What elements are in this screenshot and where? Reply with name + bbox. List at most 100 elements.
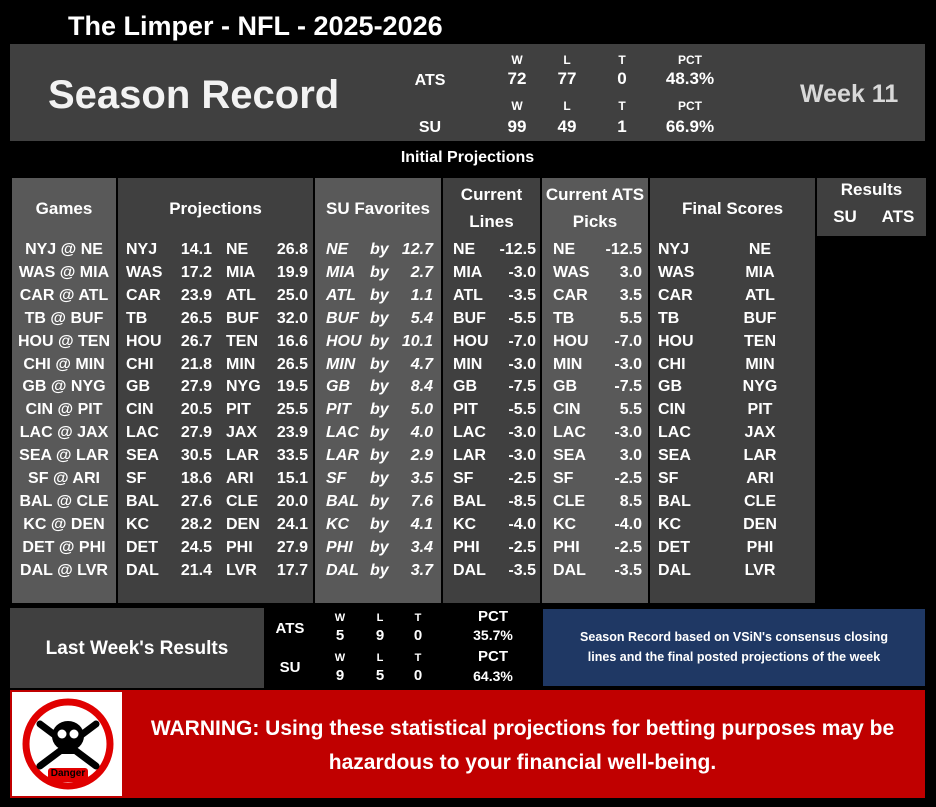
cell-pv: 5.5 [619,309,642,327]
cell-pv: -2.5 [614,538,642,556]
last-week-ats-t: 0 [413,627,423,644]
cell-f2: NE [748,241,772,258]
cell-f2: JAX [744,424,776,442]
cell-lv: -2.5 [508,470,536,487]
cell-by: by [370,286,389,304]
note-line-1: Season Record based on VSiN's consensus … [580,630,888,644]
cell-f2: LAR [743,447,777,465]
cell-p2: PHI [226,538,253,556]
cell-game: KC @ DEN [23,515,105,533]
header-ats-picks-2: Picks [572,212,618,231]
last-week-ats-w: 5 [335,627,345,644]
cell-s1: 17.2 [180,263,212,281]
cell-f1: CAR [658,286,693,304]
warning-line-1: WARNING: Using these statistical project… [150,717,895,740]
cell-p1: DAL [126,561,159,579]
cell-f1: DET [658,538,690,556]
season-ats-t-header: T [618,53,626,67]
cell-p1: SEA [126,447,159,465]
cell-f2: PIT [747,401,773,419]
cell-lt: GB [453,378,477,396]
cell-by: by [370,241,389,258]
season-ats-pct-header: PCT [678,53,702,67]
cell-s2: 19.5 [276,378,308,396]
last-week-ats-label: ATS [275,620,305,637]
cell-lt: PHI [453,538,480,556]
cell-game: NYJ @ NE [25,241,103,258]
season-su-t-header: T [618,99,626,113]
cell-pt: SEA [553,447,586,465]
last-week-panel [10,608,264,688]
season-ats-t: 0 [617,69,627,88]
cell-f2: PHI [746,538,774,556]
cell-p2: LVR [226,561,257,579]
season-su-label: SU [418,119,442,136]
last-week-ats-l-header: L [376,612,384,624]
cell-lt: BAL [453,492,486,510]
cell-fav: DAL [326,561,359,579]
cell-p1: SF [126,470,147,487]
cell-by: by [370,515,389,533]
cell-s2: 20.0 [276,492,308,510]
cell-pt: CAR [553,286,588,304]
cell-pt: WAS [553,263,590,281]
cell-f1: DAL [658,561,691,579]
cell-margin: 7.6 [410,492,433,510]
cell-game: GB @ NYG [22,378,106,396]
cell-fav: NE [326,241,349,258]
cell-by: by [370,424,389,442]
cell-pt: MIN [553,355,583,373]
cell-f1: TB [658,309,680,327]
cell-game: DAL @ LVR [20,561,108,579]
cell-p2: PIT [226,401,251,419]
su-favorites-column [315,178,441,603]
cell-p2: NYG [226,378,261,396]
cell-game: BAL @ CLE [19,492,109,510]
cell-p1: NYJ [126,241,158,258]
header-su-favorites: SU Favorites [326,199,430,218]
cell-fav: BUF [326,309,359,327]
cell-game: WAS @ MIA [18,263,110,281]
cell-f2: DEN [743,515,777,533]
cell-f1: BAL [658,492,691,510]
cell-by: by [370,378,389,396]
cell-lt: MIA [453,263,483,281]
cell-game: SEA @ LAR [19,447,109,465]
cell-pv: -3.0 [614,355,642,373]
season-ats-label: ATS [414,72,446,89]
cell-f1: CHI [658,355,686,373]
header-current-lines-1: Current [460,185,523,204]
projections-column [118,178,313,603]
cell-p2: ARI [226,470,254,487]
last-week-ats-w-header: W [334,612,346,624]
cell-f2: ATL [745,286,775,304]
cell-fav: PHI [326,538,353,556]
cell-lt: BUF [453,309,486,327]
cell-s2: 16.6 [276,332,308,350]
cell-pt: CIN [553,401,581,419]
cell-by: by [370,538,389,556]
cell-pt: CLE [553,492,585,510]
cell-by: by [370,332,389,350]
cell-margin: 1.1 [410,286,433,304]
cell-s1: 28.2 [180,515,212,533]
cell-f1: NYJ [658,241,690,258]
cell-fav: LAR [326,447,359,465]
cell-game: CIN @ PIT [25,401,103,419]
cell-pv: -2.5 [614,470,642,487]
cell-lt: NE [453,241,476,258]
last-week-su-l-header: L [376,652,384,664]
cell-fav: ATL [326,286,356,304]
cell-margin: 3.7 [410,561,433,579]
season-ats-l-header: L [563,53,571,67]
cell-p1: KC [126,515,150,533]
header-results-su: SU [833,207,857,226]
last-week-ats-l: 9 [375,627,385,644]
cell-pt: TB [553,309,575,327]
header-projections: Projections [169,199,262,218]
cell-pt: NE [553,241,576,258]
cell-margin: 2.7 [410,263,433,281]
cell-by: by [370,447,389,465]
season-ats-l: 77 [557,69,577,88]
cell-margin: 3.5 [410,470,433,487]
